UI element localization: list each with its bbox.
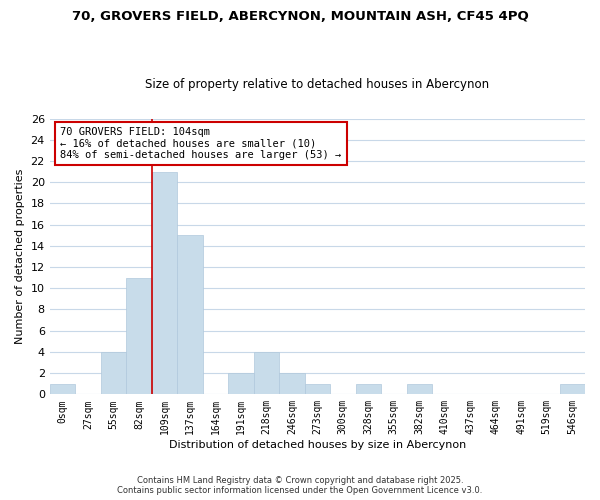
Bar <box>177 235 203 394</box>
Bar <box>126 278 152 394</box>
Bar <box>279 373 305 394</box>
Y-axis label: Number of detached properties: Number of detached properties <box>15 169 25 344</box>
Bar <box>50 384 75 394</box>
Text: 70, GROVERS FIELD, ABERCYNON, MOUNTAIN ASH, CF45 4PQ: 70, GROVERS FIELD, ABERCYNON, MOUNTAIN A… <box>71 10 529 23</box>
Bar <box>101 352 126 395</box>
X-axis label: Distribution of detached houses by size in Abercynon: Distribution of detached houses by size … <box>169 440 466 450</box>
Bar <box>356 384 381 394</box>
Bar <box>228 373 254 394</box>
Bar <box>152 172 177 394</box>
Text: Contains HM Land Registry data © Crown copyright and database right 2025.
Contai: Contains HM Land Registry data © Crown c… <box>118 476 482 495</box>
Bar <box>254 352 279 395</box>
Bar <box>305 384 330 394</box>
Title: Size of property relative to detached houses in Abercynon: Size of property relative to detached ho… <box>145 78 490 91</box>
Text: 70 GROVERS FIELD: 104sqm
← 16% of detached houses are smaller (10)
84% of semi-d: 70 GROVERS FIELD: 104sqm ← 16% of detach… <box>61 127 341 160</box>
Bar <box>560 384 585 394</box>
Bar <box>407 384 432 394</box>
